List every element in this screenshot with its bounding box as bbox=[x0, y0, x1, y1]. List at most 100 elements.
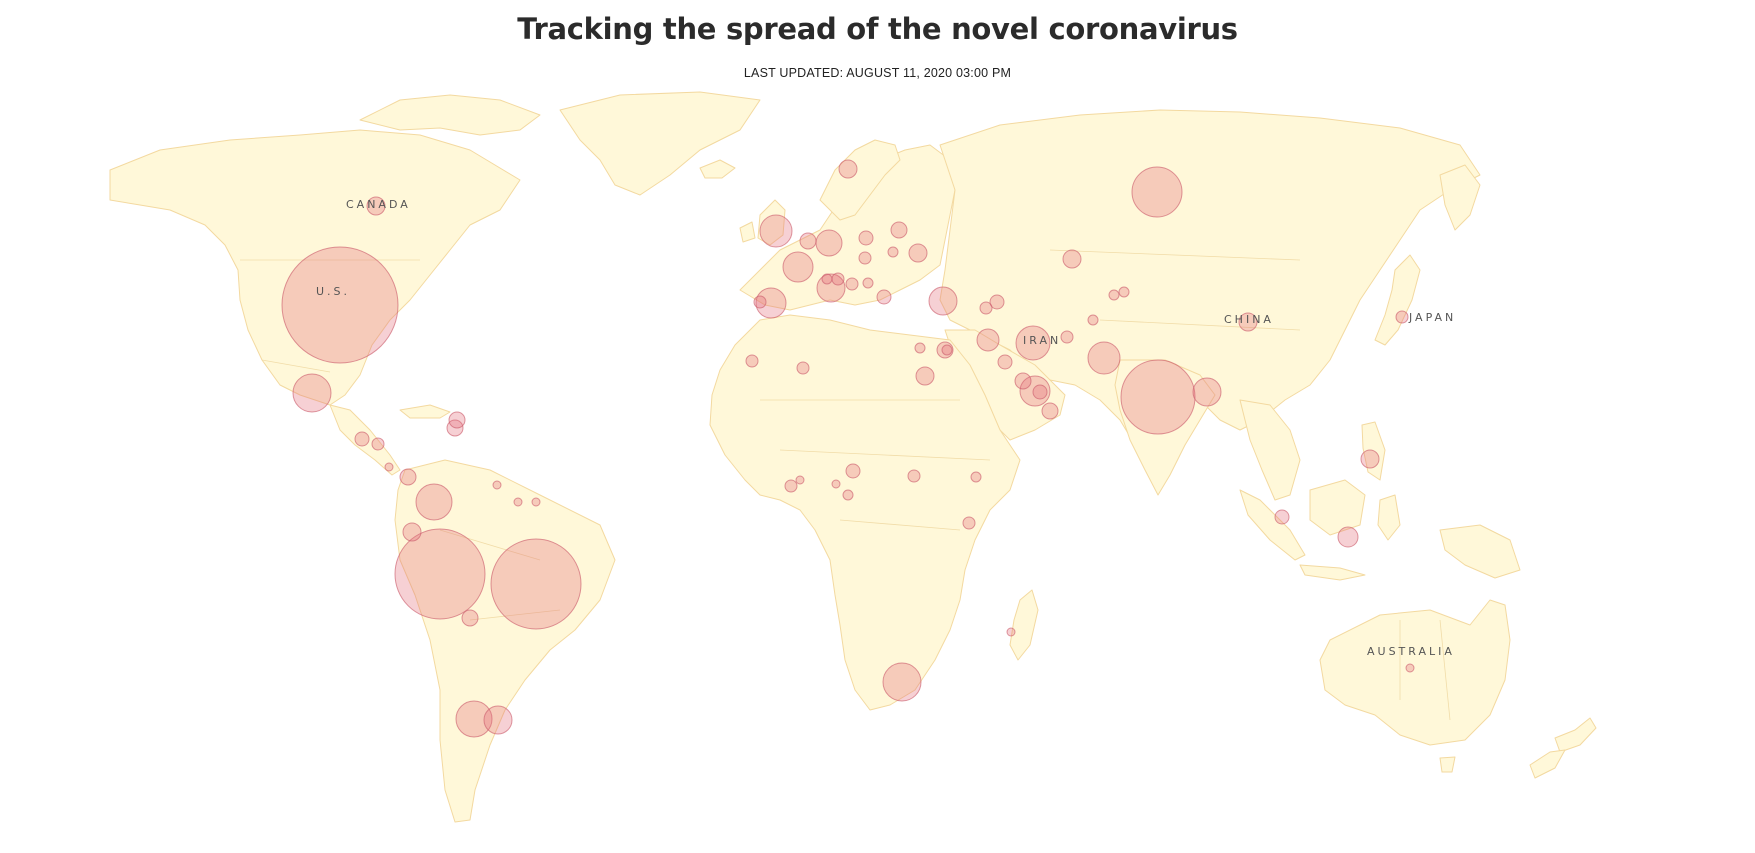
page-title: Tracking the spread of the novel coronav… bbox=[517, 12, 1238, 46]
case-bubble bbox=[402, 522, 422, 542]
case-bubble bbox=[997, 354, 1013, 370]
south-america-borders bbox=[439, 529, 561, 621]
case-bubble bbox=[1006, 627, 1016, 637]
case-bubble bbox=[1108, 289, 1120, 301]
country-label-australia: AUSTRALIA bbox=[1367, 645, 1455, 658]
new-zealand-south-island bbox=[1529, 749, 1566, 779]
case-bubble bbox=[384, 462, 394, 472]
case-bubble bbox=[1274, 509, 1290, 525]
case-bubble bbox=[908, 243, 928, 263]
uk-landmass bbox=[757, 199, 786, 246]
greenland-landmass bbox=[559, 91, 761, 196]
new-guinea-landmass bbox=[1439, 524, 1521, 579]
case-bubble bbox=[371, 437, 385, 451]
case-bubble bbox=[745, 354, 759, 368]
country-label-iran: IRAN bbox=[1023, 334, 1061, 347]
case-bubble bbox=[399, 468, 417, 486]
africa-landmass bbox=[709, 314, 1021, 711]
case-bubble bbox=[1087, 341, 1121, 375]
madagascar-landmass bbox=[1009, 589, 1039, 661]
case-bubble bbox=[415, 483, 453, 521]
border-lines bbox=[240, 249, 1451, 721]
south-america-landmass bbox=[394, 459, 616, 823]
kamchatka-landmass bbox=[1439, 164, 1481, 231]
country-label-japan: JAPAN bbox=[1408, 311, 1456, 324]
north-america-landmass bbox=[109, 129, 521, 406]
new-zealand-landmass bbox=[1554, 717, 1597, 753]
case-bubble bbox=[976, 328, 1000, 352]
case-bubble bbox=[281, 246, 399, 364]
case-bubble bbox=[1360, 449, 1380, 469]
case-bubble bbox=[858, 230, 874, 246]
case-bubble bbox=[795, 475, 805, 485]
case-bubble bbox=[1060, 330, 1074, 344]
case-bubble bbox=[394, 528, 486, 620]
arctic-islands bbox=[359, 94, 541, 136]
japan-landmass bbox=[1374, 254, 1421, 346]
caribbean-islands bbox=[399, 404, 451, 419]
case-bubble bbox=[1087, 314, 1099, 326]
australia-landmass bbox=[1319, 599, 1511, 746]
case-bubble bbox=[354, 431, 370, 447]
us-mexico-border bbox=[261, 359, 331, 373]
case-bubble bbox=[1131, 166, 1183, 218]
tasmania-landmass bbox=[1439, 756, 1456, 773]
case-bubble bbox=[928, 286, 958, 316]
case-bubble bbox=[845, 277, 859, 291]
indonesia-sulawesi bbox=[1377, 494, 1401, 541]
case-bubble bbox=[1120, 359, 1196, 435]
country-label-china: CHINA bbox=[1224, 313, 1274, 326]
case-bubble bbox=[936, 341, 954, 359]
case-bubble bbox=[753, 295, 767, 309]
case-bubble bbox=[882, 662, 922, 702]
ireland-landmass bbox=[739, 221, 756, 243]
case-bubble bbox=[1041, 402, 1059, 420]
indonesia-java bbox=[1299, 564, 1366, 581]
case-bubble bbox=[784, 479, 798, 493]
case-bubble bbox=[907, 469, 921, 483]
case-bubble bbox=[887, 246, 899, 258]
case-bubble bbox=[816, 273, 846, 303]
case-bubble bbox=[531, 497, 541, 507]
australia-borders bbox=[1399, 619, 1451, 721]
case-bubble bbox=[845, 463, 861, 479]
case-bubble bbox=[876, 289, 892, 305]
case-bubble bbox=[941, 344, 953, 356]
case-bubble bbox=[782, 251, 814, 283]
case-bubble bbox=[1062, 249, 1082, 269]
case-bubble bbox=[914, 342, 926, 354]
case-bubble bbox=[292, 373, 332, 413]
africa-borders bbox=[760, 399, 991, 531]
case-bubble bbox=[1015, 325, 1051, 361]
indonesia-borneo bbox=[1309, 479, 1366, 536]
case-bubble bbox=[483, 705, 513, 735]
indian-subcontinent bbox=[1114, 359, 1216, 496]
land-layer bbox=[109, 91, 1597, 823]
case-bubble bbox=[838, 159, 858, 179]
asia-borders bbox=[1049, 249, 1301, 331]
case-bubble bbox=[979, 301, 993, 315]
case-bubble-layer bbox=[281, 159, 1415, 738]
last-updated-timestamp: LAST UPDATED: AUGUST 11, 2020 03:00 PM bbox=[743, 66, 1012, 80]
central-america-landmass bbox=[329, 404, 401, 476]
case-bubble bbox=[1118, 286, 1130, 298]
case-bubble bbox=[831, 479, 841, 489]
case-bubble bbox=[1405, 663, 1415, 673]
case-bubble bbox=[492, 480, 502, 490]
case-bubble bbox=[890, 221, 908, 239]
case-bubble bbox=[815, 229, 843, 257]
case-bubble bbox=[490, 538, 582, 630]
iceland-landmass bbox=[699, 159, 736, 179]
case-bubble bbox=[862, 277, 874, 289]
case-bubble bbox=[366, 196, 386, 216]
case-bubble bbox=[1337, 526, 1359, 548]
country-label-canada: CANADA bbox=[346, 198, 411, 211]
country-labels: CANADA U.S. CHINA JAPAN IRAN AUSTRALIA bbox=[316, 198, 1456, 658]
case-bubble bbox=[759, 214, 793, 248]
case-bubble bbox=[1192, 377, 1222, 407]
case-bubble bbox=[755, 287, 787, 319]
case-bubble bbox=[858, 251, 872, 265]
southeast-asia-landmass bbox=[1239, 399, 1301, 501]
case-bubble bbox=[1014, 372, 1032, 390]
